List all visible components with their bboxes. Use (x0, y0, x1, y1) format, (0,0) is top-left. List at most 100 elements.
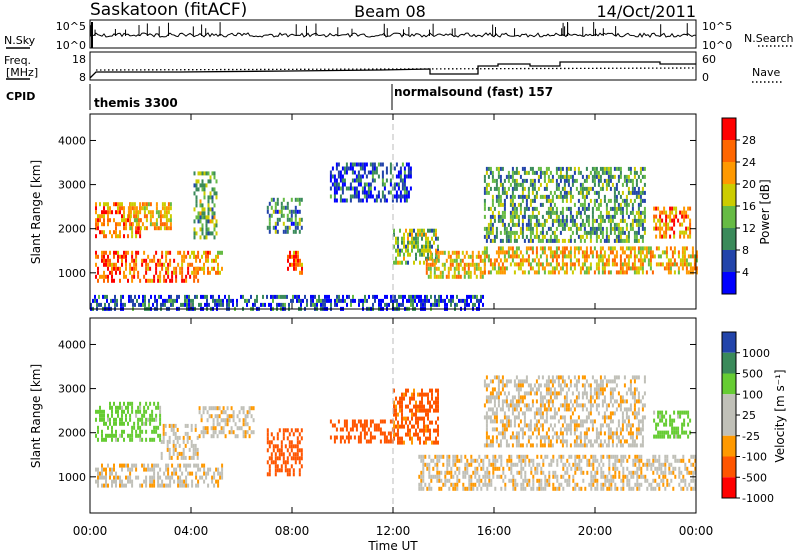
heatmap-cell (101, 471, 103, 476)
heatmap-cell (487, 270, 490, 275)
heatmap-cell (109, 218, 111, 223)
heatmap-cell (549, 443, 552, 448)
heatmap-cell (395, 260, 397, 265)
heatmap-cell (240, 294, 242, 299)
heatmap-cell (389, 182, 392, 187)
heatmap-cell (418, 474, 421, 479)
heatmap-cell (201, 187, 204, 192)
heatmap-cell (131, 226, 134, 231)
heatmap-cell (517, 254, 520, 259)
heatmap-cell (159, 222, 162, 227)
heatmap-cell (621, 198, 624, 203)
heatmap-cell (435, 254, 438, 259)
heatmap-cell (407, 166, 410, 171)
heatmap-cell (606, 454, 609, 459)
heatmap-cell (373, 178, 376, 183)
heatmap-cell (531, 198, 534, 203)
heatmap-cell (587, 202, 590, 207)
heatmap-cell (669, 270, 672, 275)
heatmap-cell (101, 413, 103, 418)
heatmap-cell (119, 206, 121, 211)
heatmap-cell (523, 206, 526, 211)
heatmap-cell (143, 409, 146, 414)
heatmap-cell (459, 274, 462, 279)
heatmap-cell (491, 427, 494, 432)
heatmap-cell (599, 198, 602, 203)
heatmap-cell (169, 206, 172, 211)
heatmap-cell (415, 420, 417, 425)
heatmap-cell (184, 294, 186, 299)
heatmap-cell (557, 407, 560, 412)
heatmap-cell (537, 270, 540, 275)
heatmap-cell (426, 294, 428, 299)
heatmap-cell (151, 278, 154, 283)
heatmap-cell (614, 470, 617, 475)
heatmap-cell (585, 206, 588, 211)
heatmap-cell (274, 294, 276, 299)
heatmap-cell (191, 471, 194, 476)
heatmap-cell (639, 262, 642, 267)
heatmap-cell (342, 298, 344, 303)
heatmap-cell (607, 270, 610, 275)
heatmap-cell (431, 262, 434, 267)
heatmap-cell (537, 234, 540, 239)
heatmap-cell (367, 190, 370, 195)
heatmap-cell (423, 392, 425, 397)
heatmap-cell (573, 383, 576, 388)
heatmap-cell (345, 170, 348, 175)
heatmap-cell (537, 166, 540, 171)
heatmap-cell (181, 270, 184, 275)
heatmap-cell (425, 240, 427, 245)
heatmap-cell (219, 475, 222, 480)
heatmap-cell (555, 206, 558, 211)
heatmap-cell (683, 258, 686, 263)
heatmap-cell (133, 202, 136, 207)
heatmap-cell (286, 456, 289, 461)
heatmap-cell (349, 162, 352, 167)
heatmap-cell (573, 166, 576, 171)
heatmap-cell (647, 246, 650, 251)
heatmap-cell (503, 423, 506, 428)
heatmap-cell (468, 482, 471, 487)
heatmap-cell (169, 475, 172, 480)
heatmap-cell (561, 238, 564, 243)
heatmap-cell (188, 435, 191, 440)
heatmap-cell (533, 214, 536, 219)
heatmap-cell (184, 443, 187, 448)
heatmap-cell (547, 387, 550, 392)
heatmap-cell (440, 486, 443, 491)
heatmap-cell (105, 274, 107, 279)
heatmap-cell (597, 214, 600, 219)
heatmap-cell (403, 166, 406, 171)
heatmap-cell (492, 462, 495, 467)
heatmap-cell (596, 470, 599, 475)
heatmap-cell (268, 468, 271, 473)
heatmap-cell (149, 475, 152, 480)
heatmap-cell (415, 416, 417, 421)
heatmap-cell (121, 262, 123, 267)
heatmap-cell (479, 270, 482, 275)
heatmap-cell (115, 226, 117, 231)
heatmap-cell (465, 250, 468, 255)
heatmap-cell (537, 387, 540, 392)
heatmap-cell (663, 210, 666, 215)
heatmap-cell (480, 298, 482, 303)
heatmap-cell (523, 419, 526, 424)
heatmap-cell (535, 387, 538, 392)
heatmap-cell (574, 462, 577, 467)
heatmap-cell (679, 262, 682, 267)
heatmap-cell (119, 210, 121, 215)
heatmap-cell (629, 222, 632, 227)
heatmap-cell (585, 174, 588, 179)
heatmap-cell (541, 222, 544, 227)
heatmap-cell (638, 462, 641, 467)
heatmap-cell (457, 266, 460, 271)
heatmap-cell (667, 226, 670, 231)
heatmap-cell (131, 274, 134, 279)
heatmap-cell (435, 232, 437, 237)
heatmap-cell (387, 439, 390, 444)
heatmap-cell (577, 234, 580, 239)
heatmap-cell (373, 170, 376, 175)
heatmap-cell (633, 266, 636, 271)
heatmap-cell (501, 182, 504, 187)
